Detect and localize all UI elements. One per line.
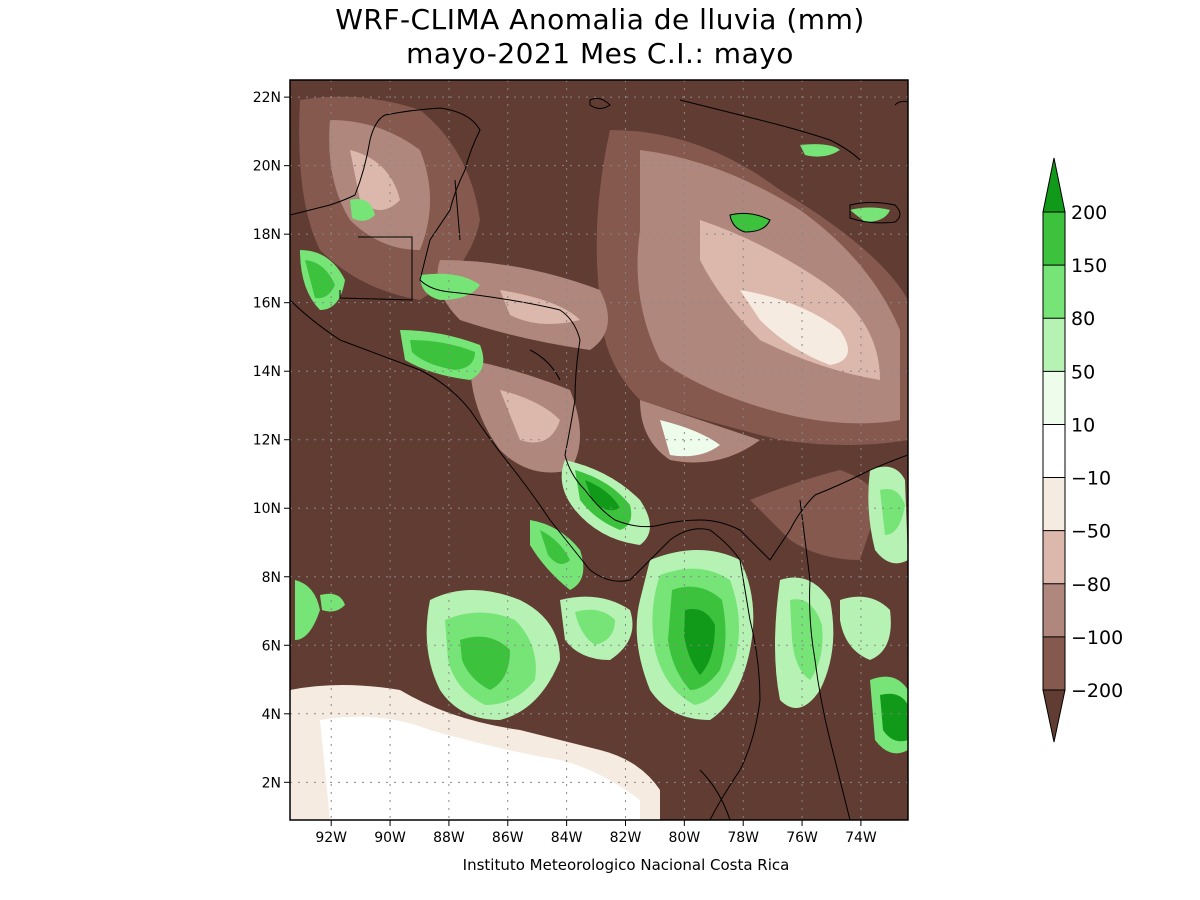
colorbar-swatch: [1042, 211, 1066, 266]
colorbar-swatch: [1042, 530, 1066, 585]
y-tick-label: 4N: [262, 707, 281, 723]
x-tick-label: 84W: [551, 830, 583, 846]
colorbar-swatch: [1042, 317, 1066, 372]
colorbar-swatch: [1042, 583, 1066, 638]
positive-anomaly-field: [295, 144, 908, 754]
colorbar-label: 10: [1071, 414, 1095, 436]
caribbean-anomaly-field: [596, 130, 908, 463]
colorbar-label: 80: [1071, 308, 1095, 330]
x-tick-label: 80W: [669, 830, 701, 846]
x-tick-label: 90W: [374, 830, 406, 846]
y-tick-label: 12N: [253, 433, 281, 449]
y-tick-label: 20N: [253, 159, 281, 175]
y-tick-label: 2N: [262, 775, 281, 791]
x-tick-label: 88W: [433, 830, 465, 846]
yucatan-anomaly-field: [299, 96, 608, 350]
colorbar-label: −80: [1071, 574, 1111, 596]
x-tick-label: 74W: [845, 830, 877, 846]
map-title: WRF-CLIMA Anomalia de lluvia (mm): [335, 3, 865, 36]
y-tick-label: 6N: [262, 638, 281, 654]
colorbar: 200 150 80 50 10 −10 −50 −80 −100 −200: [1042, 157, 1123, 743]
y-tick-label: 8N: [262, 570, 281, 586]
colorbar-swatch: [1042, 371, 1066, 425]
colorbar-label: −100: [1071, 627, 1123, 649]
colorbar-label: 200: [1071, 202, 1107, 224]
y-tick-label: 16N: [253, 296, 281, 312]
x-axis: 92W 90W 88W 86W 84W 82W 80W 78W 76W 74W: [315, 820, 877, 846]
colorbar-label: −50: [1071, 521, 1111, 543]
colorbar-swatch: [1042, 636, 1066, 691]
x-tick-label: 78W: [727, 830, 759, 846]
colorbar-label: −10: [1071, 468, 1111, 490]
lat-lon-grid: [290, 80, 908, 820]
y-tick-label: 22N: [253, 90, 281, 106]
colorbar-bottom-arrow: [1042, 689, 1066, 743]
credit-text: Instituto Meteorologico Nacional Costa R…: [463, 856, 790, 874]
coastlines-borders: [290, 97, 908, 820]
colorbar-swatch: [1042, 477, 1066, 531]
y-tick-label: 14N: [253, 364, 281, 380]
y-tick-label: 10N: [253, 501, 281, 517]
colorbar-label: 150: [1071, 255, 1107, 277]
colorbar-label: −200: [1071, 680, 1123, 702]
map-frame: [289, 79, 909, 821]
colorbar-label: 50: [1071, 361, 1095, 383]
colorbar-swatch: [1042, 264, 1066, 319]
x-tick-label: 92W: [315, 830, 347, 846]
x-tick-label: 82W: [610, 830, 642, 846]
x-tick-label: 86W: [492, 830, 524, 846]
x-tick-label: 76W: [786, 830, 818, 846]
map-subtitle: mayo-2021 Mes C.I.: mayo: [406, 37, 794, 70]
y-axis: 2N 4N 6N 8N 10N 12N 14N 16N 18N 20N 22N: [253, 90, 290, 791]
colorbar-swatch: [1042, 424, 1066, 478]
southern-neutral-field: [290, 685, 660, 820]
isthmus-anomaly-field: [470, 360, 880, 560]
colorbar-top-arrow: [1042, 157, 1066, 213]
precipitation-anomaly-map: [290, 80, 908, 820]
y-tick-label: 18N: [253, 227, 281, 243]
